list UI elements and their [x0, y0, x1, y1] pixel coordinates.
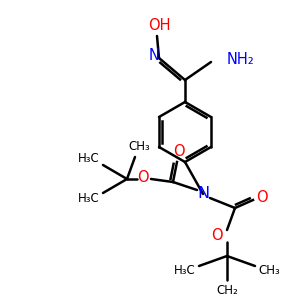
Text: O: O	[137, 169, 149, 184]
Text: CH₃: CH₃	[258, 263, 280, 277]
Text: N: N	[148, 49, 159, 64]
Text: NH₂: NH₂	[227, 52, 255, 68]
Text: O: O	[256, 190, 268, 206]
Text: CH₃: CH₃	[128, 140, 150, 154]
Text: H₃C: H₃C	[174, 263, 196, 277]
Text: H₃C: H₃C	[78, 193, 100, 206]
Text: H₃C: H₃C	[78, 152, 100, 166]
Text: O: O	[211, 229, 223, 244]
Text: N: N	[197, 187, 209, 202]
Text: O: O	[173, 145, 185, 160]
Text: CH₂: CH₂	[216, 284, 238, 296]
Text: OH: OH	[148, 17, 170, 32]
